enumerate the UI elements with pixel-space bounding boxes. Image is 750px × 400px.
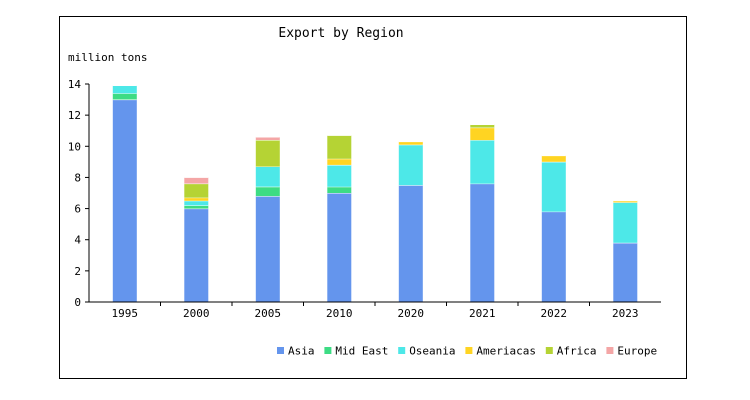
bar-segment-ameriacas-2010: [327, 158, 352, 165]
x-tick-label-2000: 2000: [183, 307, 210, 320]
legend-label-asia: Asia: [288, 345, 315, 358]
legend-swatch-mid-east: [324, 347, 332, 354]
x-tick-label-2022: 2022: [541, 307, 568, 320]
legend-label-mid-east: Mid East: [335, 345, 388, 358]
bar-segment-oseania-2021: [470, 140, 495, 184]
y-tick-label-2: 2: [74, 265, 81, 278]
legend-swatch-ameriacas: [465, 347, 473, 354]
y-axis-unit-label: million tons: [68, 51, 147, 64]
x-tick-label-2005: 2005: [255, 307, 282, 320]
bar-segment-oseania-1995: [112, 85, 137, 94]
bar-segment-asia-2000: [184, 208, 209, 302]
x-tick-label-2021: 2021: [469, 307, 496, 320]
bar-segment-ameriacas-2023: [613, 200, 638, 203]
bar-segment-oseania-2020: [398, 144, 423, 186]
bar-segment-asia-1995: [112, 99, 137, 302]
y-tick-label-12: 12: [68, 109, 81, 122]
x-tick-label-2010: 2010: [326, 307, 353, 320]
bar-segment-asia-2005: [255, 196, 280, 302]
bar-segment-africa-2005: [255, 140, 280, 167]
bar-segment-ameriacas-2020: [398, 141, 423, 145]
x-tick-label-2020: 2020: [398, 307, 425, 320]
legend-label-ameriacas: Ameriacas: [476, 345, 536, 358]
axes-group: 0 2 4 6 8 10 12 14 1995 2000 2005 2010 2020 2021 2022 2…: [68, 78, 661, 320]
legend-swatch-africa: [545, 347, 553, 354]
legend: Asia Mid East Oseania Ameriacas Africa Europe: [277, 345, 657, 358]
bar-segment-mid-east-1995: [112, 93, 137, 100]
bar-segment-asia-2022: [541, 211, 566, 302]
legend-swatch-oseania: [398, 347, 406, 354]
legend-swatch-europe: [606, 347, 614, 354]
y-tick-label-14: 14: [68, 78, 82, 91]
bar-segment-oseania-2010: [327, 165, 352, 187]
x-tick-label-1995: 1995: [112, 307, 139, 320]
x-tick-label-2023: 2023: [612, 307, 639, 320]
y-tick-label-4: 4: [74, 234, 81, 247]
bar-segment-europe-2000: [184, 177, 209, 184]
bar-segment-mid-east-2000: [184, 205, 209, 209]
bar-segment-africa-2000: [184, 183, 209, 198]
legend-label-africa: Africa: [557, 345, 597, 358]
bar-segment-mid-east-2005: [255, 186, 280, 197]
bars-group: [112, 85, 638, 302]
legend-swatch-asia: [277, 347, 284, 354]
bar-segment-asia-2021: [470, 183, 495, 302]
bar-segment-asia-2020: [398, 185, 423, 302]
bar-segment-ameriacas-2021: [470, 127, 495, 141]
legend-label-europe: Europe: [617, 345, 657, 358]
bar-segment-ameriacas-2022: [541, 155, 566, 162]
bar-segment-africa-2021: [470, 124, 495, 128]
bar-segment-mid-east-2010: [327, 186, 352, 193]
bar-segment-africa-2010: [327, 135, 352, 159]
bar-segment-ameriacas-2000: [184, 197, 209, 201]
y-tick-label-10: 10: [68, 140, 81, 153]
bar-segment-europe-2005: [255, 136, 280, 140]
bar-segment-oseania-2023: [613, 202, 638, 243]
legend-label-oseania: Oseania: [409, 345, 455, 358]
bar-segment-asia-2010: [327, 193, 352, 302]
bar-segment-asia-2023: [613, 242, 638, 302]
y-tick-label-6: 6: [74, 203, 81, 216]
bar-segment-oseania-2022: [541, 161, 566, 212]
y-tick-label-0: 0: [74, 296, 81, 309]
y-tick-label-8: 8: [74, 171, 81, 184]
chart-frame: [59, 16, 687, 379]
bar-segment-oseania-2005: [255, 166, 280, 187]
bar-segment-oseania-2000: [184, 200, 209, 206]
chart-title: Export by Region: [278, 26, 403, 41]
